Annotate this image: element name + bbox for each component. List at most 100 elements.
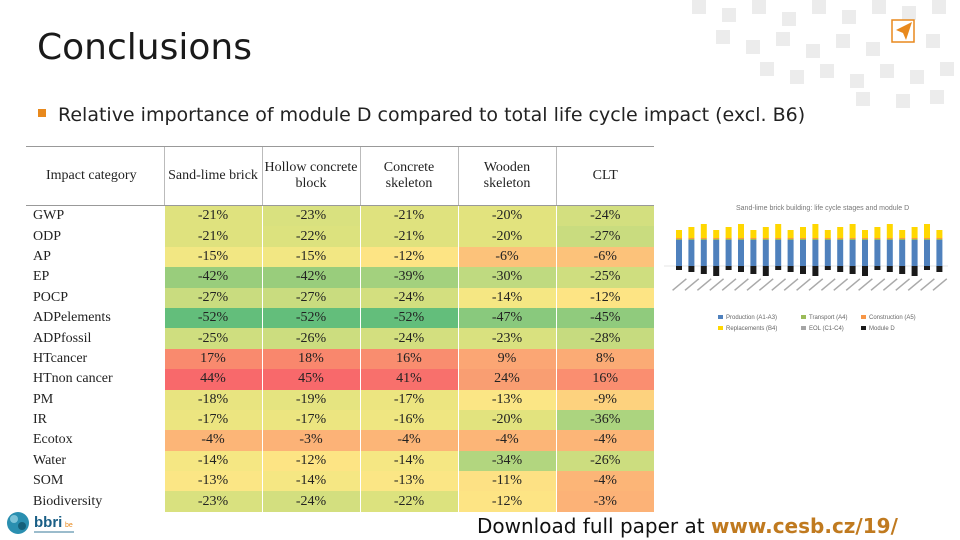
value-cell: -14% <box>163 450 262 472</box>
impact-table: Impact category Sand-lime brick Hollow c… <box>26 146 654 512</box>
value-cell: -25% <box>163 328 262 349</box>
value-cell: -23% <box>261 205 360 227</box>
value-cell: -20% <box>457 409 556 431</box>
value-cell: -17% <box>359 389 458 410</box>
table-row: AP -15% -15% -12% -6% -6% <box>26 246 654 268</box>
bbri-logo: bbri be <box>7 512 74 534</box>
mini-chart-bar <box>849 224 856 274</box>
impact-category-cell: AP <box>26 246 164 268</box>
value-cell: 45% <box>261 369 360 390</box>
value-cell: -21% <box>163 205 262 227</box>
value-cell: -12% <box>555 287 654 308</box>
mini-chart-bar <box>688 227 695 272</box>
impact-category-cell: ODP <box>26 226 164 247</box>
mini-chart-bar <box>824 230 831 270</box>
value-cell: -23% <box>163 491 262 512</box>
table-header-row: Impact category Sand-lime brick Hollow c… <box>26 146 654 206</box>
mini-chart-bar <box>812 224 819 276</box>
value-cell: -4% <box>163 430 262 451</box>
header-sand-lime-brick: Sand-lime brick <box>163 146 262 206</box>
mini-chart-bar <box>911 227 918 276</box>
value-cell: -27% <box>163 287 262 308</box>
value-cell: -9% <box>555 389 654 410</box>
table-row: Ecotox -4% -3% -4% -4% -4% <box>26 430 654 451</box>
table-row: Water -14% -12% -14% -34% -26% <box>26 450 654 472</box>
value-cell: -13% <box>163 471 262 492</box>
value-cell: -25% <box>555 267 654 288</box>
value-cell: 9% <box>457 348 556 370</box>
value-cell: 18% <box>261 348 360 370</box>
impact-category-cell: PM <box>26 389 164 410</box>
legend-eol: EOL (C1-C4) <box>809 326 844 332</box>
value-cell: -13% <box>359 471 458 492</box>
value-cell: -45% <box>555 307 654 329</box>
header-impact-category: Impact category <box>26 146 164 206</box>
value-cell: -20% <box>457 226 556 247</box>
value-cell: -4% <box>555 430 654 451</box>
mini-chart-bar <box>762 227 769 276</box>
legend-module-d: Module D <box>869 326 895 332</box>
value-cell: -52% <box>261 307 360 329</box>
value-cell: -6% <box>457 246 556 268</box>
value-cell: -15% <box>261 246 360 268</box>
table-row: Biodiversity -23% -24% -22% -12% -3% <box>26 491 654 512</box>
legend-replacements: Replacements (B4) <box>726 326 777 332</box>
mini-chart-bar <box>775 224 782 270</box>
value-cell: -3% <box>261 430 360 451</box>
impact-category-cell: EP <box>26 267 164 288</box>
mini-chart-bar <box>837 227 844 272</box>
value-cell: -12% <box>457 491 556 512</box>
mini-chart-bar <box>676 230 682 270</box>
value-cell: -14% <box>457 287 556 308</box>
value-cell: -52% <box>359 307 458 329</box>
value-cell: -24% <box>359 287 458 308</box>
value-cell: -47% <box>457 307 556 329</box>
value-cell: -21% <box>163 226 262 247</box>
value-cell: -22% <box>261 226 360 247</box>
value-cell: -42% <box>261 267 360 288</box>
value-cell: 41% <box>359 369 458 390</box>
paper-link[interactable]: www.cesb.cz/19/ <box>710 514 898 538</box>
mini-chart-bar <box>874 227 881 270</box>
value-cell: -19% <box>261 389 360 410</box>
bullet-text: Relative importance of module D compared… <box>58 104 806 126</box>
logo-text: bbri <box>34 514 62 531</box>
mini-chart-bar <box>924 224 930 270</box>
value-cell: -27% <box>555 226 654 247</box>
value-cell: -22% <box>359 491 458 512</box>
value-cell: -26% <box>555 450 654 472</box>
legend-production: Production (A1-A3) <box>726 315 777 321</box>
impact-category-cell: GWP <box>26 205 164 227</box>
table-row: ODP -21% -22% -21% -20% -27% <box>26 226 654 247</box>
value-cell: -26% <box>261 328 360 349</box>
mini-chart-bar <box>800 227 806 274</box>
mini-chart-bar <box>787 230 794 272</box>
value-cell: -24% <box>359 328 458 349</box>
table-row: IR -17% -17% -16% -20% -36% <box>26 409 654 431</box>
mini-chart-bar <box>862 230 868 276</box>
value-cell: -6% <box>555 246 654 268</box>
value-cell: -4% <box>359 430 458 451</box>
mini-chart: Sand-lime brick building: life cycle sta… <box>664 205 948 332</box>
table-row: POCP -27% -27% -24% -14% -12% <box>26 287 654 308</box>
header-hollow-concrete-block: Hollow concrete block <box>261 146 360 206</box>
value-cell: -42% <box>163 267 262 288</box>
table-row: ADPfossil -25% -26% -24% -23% -28% <box>26 328 654 349</box>
value-cell: -15% <box>163 246 262 268</box>
table-row: GWP -21% -23% -21% -20% -24% <box>26 205 654 227</box>
value-cell: -52% <box>163 307 262 329</box>
value-cell: -23% <box>457 328 556 349</box>
impact-category-cell: Biodiversity <box>26 491 164 512</box>
decorative-squares <box>692 0 954 108</box>
value-cell: -12% <box>359 246 458 268</box>
logo-suffix: be <box>65 522 73 529</box>
value-cell: -21% <box>359 226 458 247</box>
mini-chart-bar <box>700 224 707 274</box>
value-cell: -34% <box>457 450 556 472</box>
header-wooden-skeleton: Wooden skeleton <box>457 146 556 206</box>
legend-construction: Construction (A5) <box>869 315 916 321</box>
impact-category-cell: HTcancer <box>26 348 164 370</box>
table-row: PM -18% -19% -17% -13% -9% <box>26 389 654 410</box>
value-cell: 8% <box>555 348 654 370</box>
value-cell: 16% <box>555 369 654 390</box>
